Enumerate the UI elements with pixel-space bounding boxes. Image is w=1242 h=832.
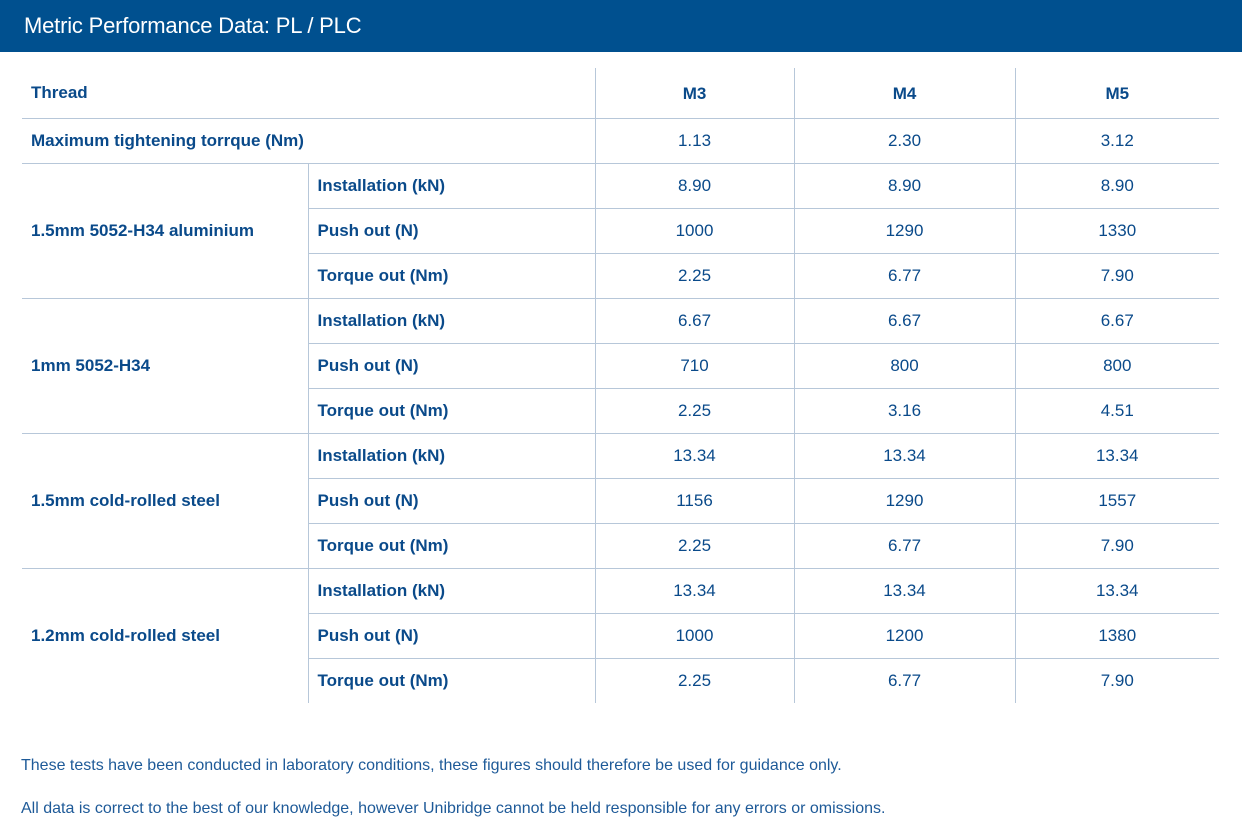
parameter-label: Installation (kN) <box>307 433 595 479</box>
table-cell: 2.25 <box>594 523 794 569</box>
table-cell: 3.12 <box>1014 118 1219 164</box>
table-row: Push out (N) 1156 1290 1557 <box>22 478 1219 524</box>
table-cell: 1290 <box>793 208 1015 254</box>
table-cell: 2.30 <box>793 118 1015 164</box>
column-header-m5: M5 <box>1014 68 1219 119</box>
table-row: 1.5mm 5052-H34 aluminium Installation (kN… <box>22 163 1219 299</box>
parameter-label: Push out (N) <box>307 343 595 389</box>
table-row: Torque out (Nm) 2.25 6.77 7.90 <box>22 523 1219 569</box>
table-row: Torque out (Nm) 2.25 6.77 7.90 <box>22 253 1219 299</box>
table-cell: 13.34 <box>1014 568 1219 614</box>
table-cell: 7.90 <box>1014 658 1219 703</box>
parameter-label: Torque out (Nm) <box>307 388 595 434</box>
parameter-label: Push out (N) <box>307 208 595 254</box>
parameter-label: Torque out (Nm) <box>307 523 595 569</box>
table-cell: 1156 <box>594 478 794 524</box>
table-row: 1.2mm cold-rolled steel Installation (kN)… <box>22 568 1219 645</box>
torque-row: Maximum tightening torrque (Nm) 1.13 2.3… <box>22 118 1219 164</box>
disclaimer-note: All data is correct to the best of our k… <box>21 800 886 817</box>
thread-label: Thread <box>22 68 595 119</box>
table-cell: 1.13 <box>594 118 794 164</box>
material-group-label: 1mm 5052-H34 <box>22 298 308 434</box>
table-cell: 13.34 <box>793 433 1015 479</box>
table-row: Torque out (Nm) 2.25 3.16 4.51 <box>22 388 1219 434</box>
row-label: Maximum tightening torrque (Nm) <box>22 118 595 164</box>
table-cell: 13.34 <box>594 568 794 614</box>
table-row: Push out (N) 710 800 800 <box>22 343 1219 389</box>
table-cell: 6.67 <box>793 298 1015 344</box>
table-cell: 710 <box>594 343 794 389</box>
material-group-label: 1.5mm cold-rolled steel <box>22 433 308 569</box>
page-header: Metric Performance Data: PL / PLC <box>0 0 1242 52</box>
column-header-m4: M4 <box>793 68 1015 119</box>
table-row: 1.5mm cold-rolled steel Installation (kN)… <box>22 433 1219 569</box>
column-header-m3: M3 <box>594 68 794 119</box>
table-cell: 13.34 <box>793 568 1015 614</box>
table-cell: 8.90 <box>793 163 1015 209</box>
table-cell: 1000 <box>594 613 794 659</box>
table-cell: 6.67 <box>594 298 794 344</box>
table-cell: 2.25 <box>594 658 794 703</box>
table-row: 1mm 5052-H34 Installation (kN) 6.67 6.67 6.6… <box>22 298 1219 434</box>
table-header-row: Thread M3 M4 M5 <box>22 68 1219 119</box>
table-cell: 6.77 <box>793 658 1015 703</box>
table-cell: 8.90 <box>1014 163 1219 209</box>
table-cell: 7.90 <box>1014 523 1219 569</box>
table-row: Push out (N) 1000 1200 1380 <box>22 613 1219 659</box>
parameter-label: Installation (kN) <box>307 163 595 209</box>
table-cell: 1330 <box>1014 208 1219 254</box>
table-row: Torque out (Nm) 2.25 6.77 7.90 <box>22 658 1219 703</box>
table-cell: 3.16 <box>793 388 1015 434</box>
parameter-label: Installation (kN) <box>307 568 595 614</box>
table-cell: 800 <box>1014 343 1219 389</box>
parameter-label: Push out (N) <box>307 478 595 524</box>
table-cell: 6.77 <box>793 523 1015 569</box>
table-cell: 6.67 <box>1014 298 1219 344</box>
table-cell: 6.77 <box>793 253 1015 299</box>
material-group-label: 1.5mm 5052-H34 aluminium <box>22 163 308 299</box>
table-cell: 1380 <box>1014 613 1219 659</box>
table-cell: 1557 <box>1014 478 1219 524</box>
table-cell: 1200 <box>793 613 1015 659</box>
table-cell: 2.25 <box>594 253 794 299</box>
performance-table: Thread M3 M4 M5 Maximum tightening torrq… <box>22 68 1219 703</box>
guidance-note: These tests have been conducted in labor… <box>21 757 842 774</box>
table-cell: 1290 <box>793 478 1015 524</box>
table-cell: 8.90 <box>594 163 794 209</box>
parameter-label: Torque out (Nm) <box>307 253 595 299</box>
page-title: Metric Performance Data: PL / PLC <box>24 13 362 38</box>
table-cell: 4.51 <box>1014 388 1219 434</box>
parameter-label: Push out (N) <box>307 613 595 659</box>
table-cell: 1000 <box>594 208 794 254</box>
table-row: Push out (N) 1000 1290 1330 <box>22 208 1219 254</box>
table-cell: 2.25 <box>594 388 794 434</box>
table-cell: 7.90 <box>1014 253 1219 299</box>
table-cell: 13.34 <box>594 433 794 479</box>
material-group-label: 1.2mm cold-rolled steel <box>31 626 220 645</box>
table-cell: 800 <box>793 343 1015 389</box>
parameter-label: Torque out (Nm) <box>307 658 595 703</box>
parameter-label: Installation (kN) <box>307 298 595 344</box>
table-cell: 13.34 <box>1014 433 1219 479</box>
